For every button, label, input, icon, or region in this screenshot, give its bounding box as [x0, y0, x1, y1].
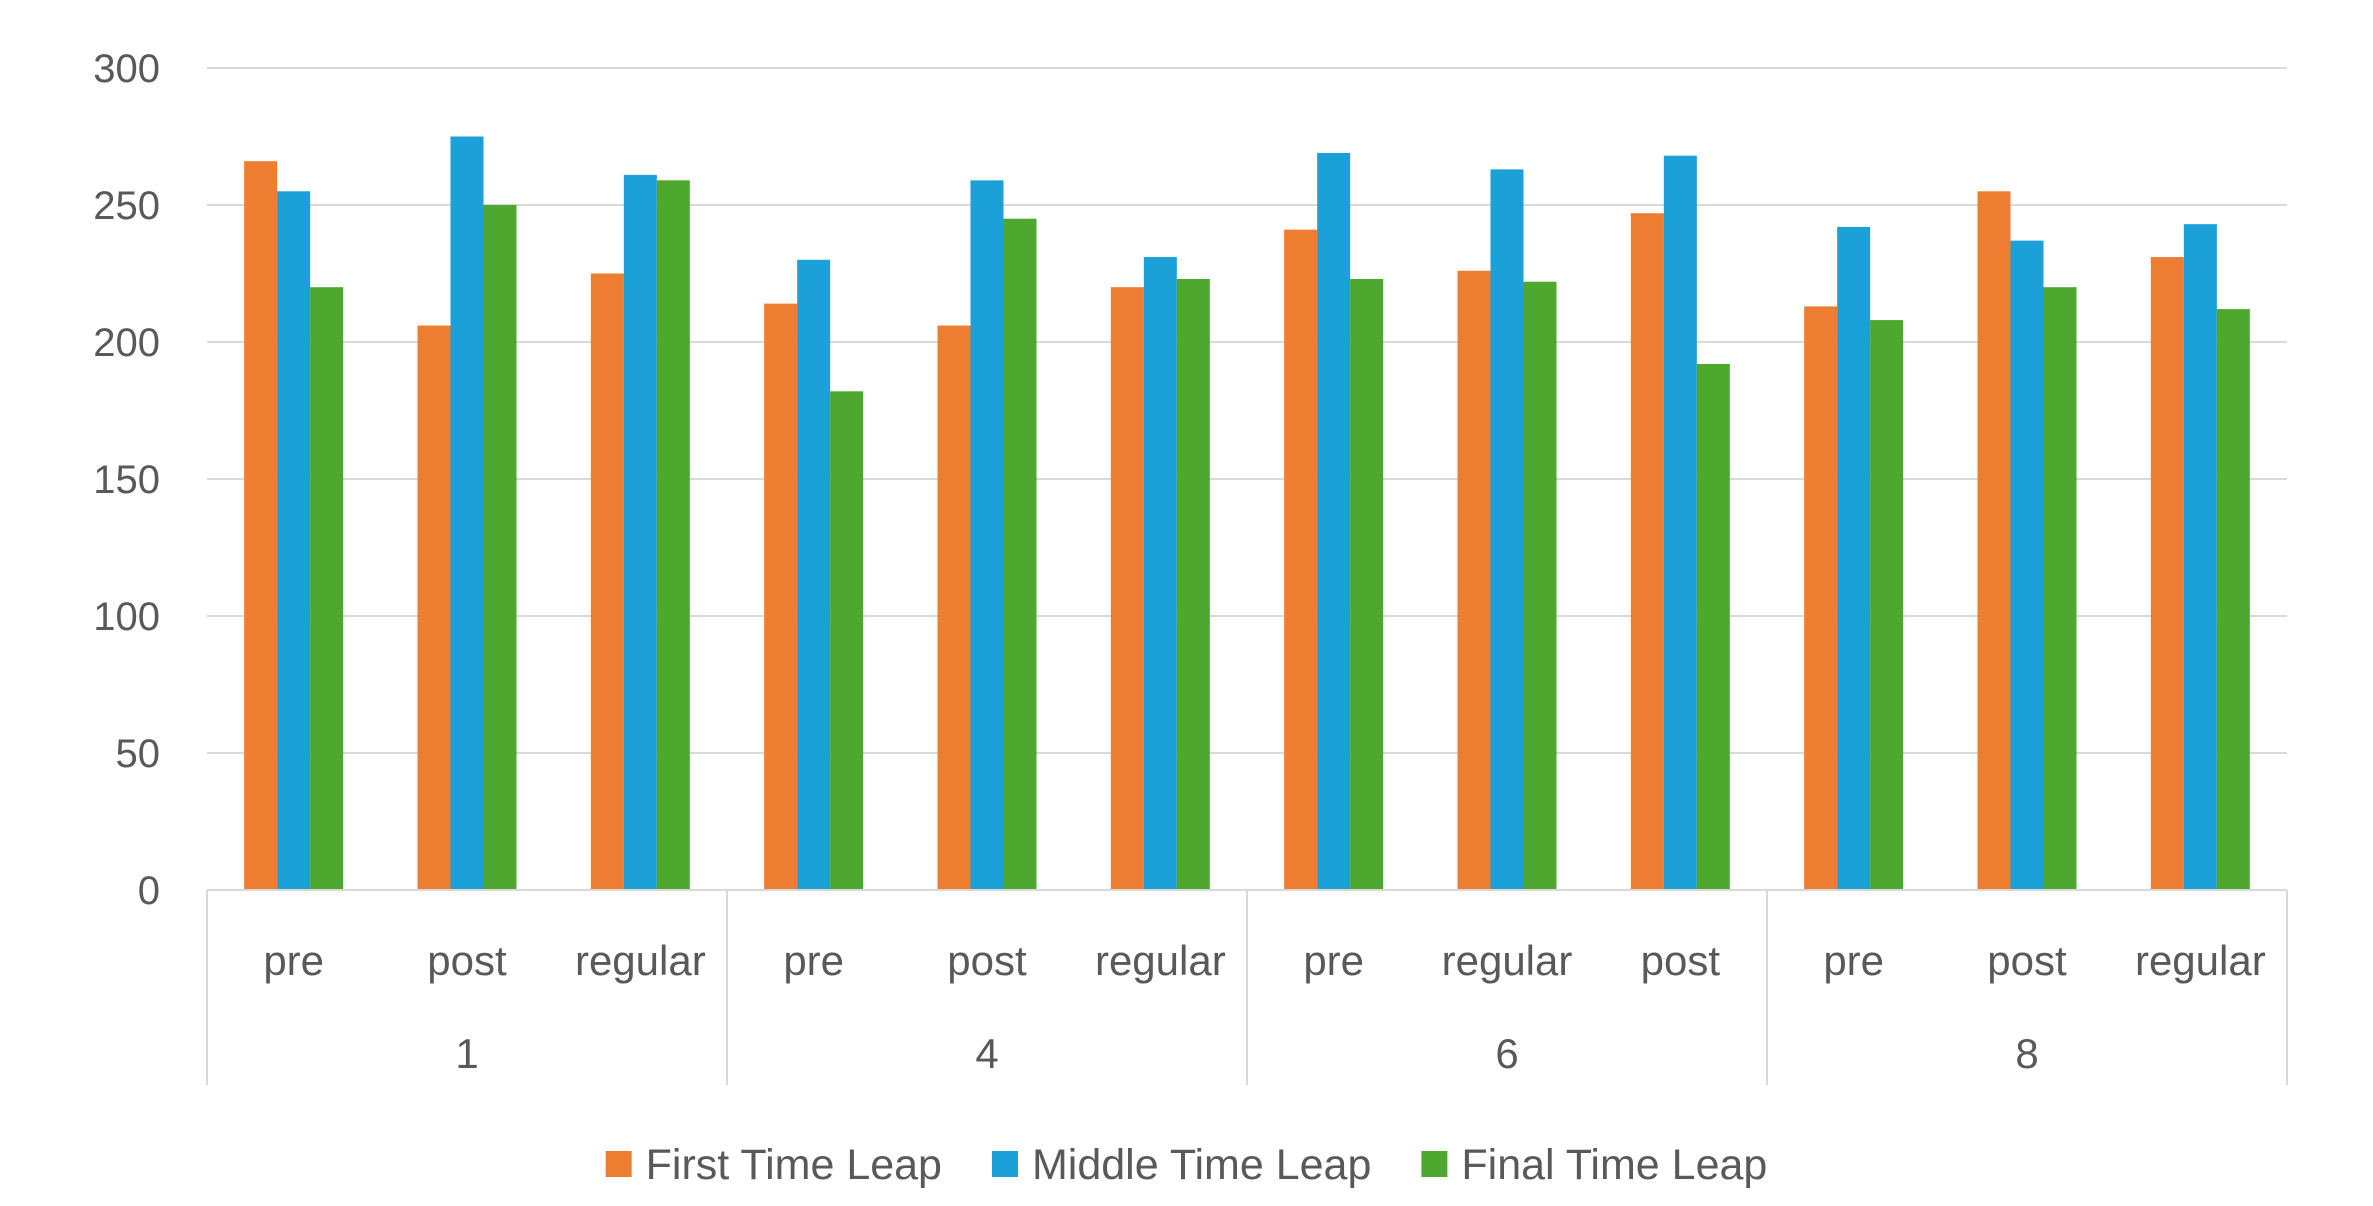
category-label: post: [1987, 937, 2067, 984]
group-label: 6: [1495, 1030, 1518, 1077]
bar-first-time-leap: [1977, 191, 2011, 891]
bar-final-time-leap: [2216, 309, 2250, 890]
bar-middle-time-leap: [970, 180, 1004, 891]
category-label: pre: [1823, 937, 1884, 984]
legend-swatch: [991, 1151, 1018, 1177]
bars: [244, 136, 2250, 891]
bar-final-time-leap: [2043, 287, 2077, 890]
y-tick-label: 100: [93, 595, 160, 639]
bar-middle-time-leap: [797, 259, 831, 890]
category-label: post: [947, 937, 1027, 984]
bar-first-time-leap: [1630, 213, 1664, 891]
bar-final-time-leap: [1523, 281, 1557, 891]
category-label: regular: [2135, 937, 2266, 984]
category-label: pre: [263, 937, 324, 984]
bar-first-time-leap: [244, 161, 278, 890]
category-label: regular: [1442, 937, 1573, 984]
y-tick-label: 50: [116, 732, 161, 776]
legend-swatch: [1421, 1151, 1448, 1177]
bar-final-time-leap: [310, 287, 344, 890]
bar-first-time-leap: [590, 273, 624, 890]
category-label: post: [1641, 937, 1721, 984]
bar-middle-time-leap: [2183, 224, 2217, 890]
legend-label: First Time Leap: [646, 1141, 942, 1189]
bar-final-time-leap: [1176, 278, 1210, 891]
bar-middle-time-leap: [1663, 155, 1697, 890]
bar-middle-time-leap: [1143, 257, 1177, 890]
bar-first-time-leap: [1284, 229, 1318, 890]
bar-first-time-leap: [417, 325, 451, 890]
x-axis: [206, 889, 2288, 1085]
category-label: regular: [1095, 937, 1226, 984]
bar-first-time-leap: [937, 325, 971, 890]
bar-middle-time-leap: [623, 174, 657, 891]
bar-final-time-leap: [1870, 320, 1904, 891]
bar-final-time-leap: [1696, 363, 1730, 890]
bar-middle-time-leap: [1490, 169, 1524, 890]
y-tick-label: 200: [93, 321, 160, 365]
bar-final-time-leap: [830, 391, 864, 890]
category-label: pre: [783, 937, 844, 984]
y-axis-tick-labels: 0 50 100 150 200 250 300: [93, 47, 160, 913]
bar-first-time-leap: [2150, 257, 2184, 890]
gridlines: [207, 67, 2287, 754]
bar-final-time-leap: [1350, 278, 1384, 891]
bar-first-time-leap: [1110, 287, 1144, 890]
bar-first-time-leap: [764, 303, 798, 890]
bar-final-time-leap: [1003, 218, 1037, 890]
legend: First Time Leap Middle Time Leap Final Tim…: [605, 1141, 1767, 1189]
category-label: pre: [1303, 937, 1364, 984]
bar-middle-time-leap: [277, 191, 311, 891]
bar-middle-time-leap: [1317, 152, 1351, 890]
group-label: 8: [2015, 1030, 2038, 1077]
legend-label: Final Time Leap: [1461, 1141, 1767, 1189]
group-label: 1: [455, 1030, 478, 1077]
bar-middle-time-leap: [450, 136, 484, 890]
legend-label: Middle Time Leap: [1032, 1141, 1371, 1189]
legend-swatch: [605, 1151, 632, 1177]
bar-first-time-leap: [1457, 270, 1491, 890]
bar-middle-time-leap: [1837, 226, 1871, 891]
group-label: 4: [975, 1030, 998, 1077]
bar-middle-time-leap: [2010, 240, 2044, 890]
bar-first-time-leap: [1804, 306, 1838, 890]
x-axis-category-labels: pre post regular 1 pre post regular 4 pre regular…: [263, 937, 2265, 1077]
y-tick-label: 250: [93, 184, 160, 228]
y-tick-label: 300: [93, 47, 160, 91]
category-label: post: [427, 937, 507, 984]
y-tick-label: 0: [138, 869, 160, 913]
bar-final-time-leap: [656, 180, 690, 891]
category-label: regular: [575, 937, 706, 984]
y-tick-label: 150: [93, 458, 160, 502]
bar-final-time-leap: [483, 205, 517, 890]
